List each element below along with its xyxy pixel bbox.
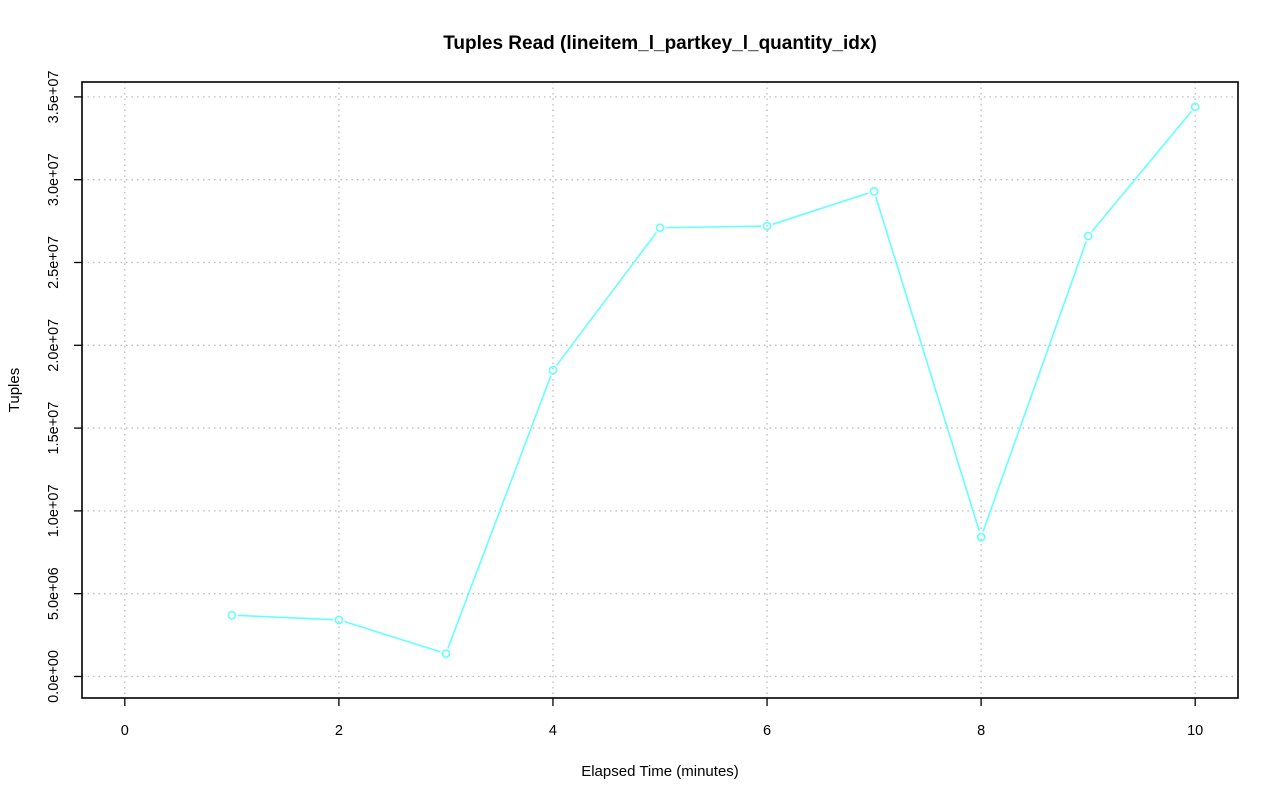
data-point [227, 610, 237, 620]
x-tick-label: 6 [763, 723, 771, 739]
x-tick-label: 2 [335, 723, 343, 739]
y-tick-label: 3.5e+07 [46, 70, 62, 123]
x-tick-label: 8 [977, 723, 985, 739]
y-tick-label: 2.5e+07 [46, 236, 62, 289]
series-line-segment [447, 375, 552, 649]
y-tick-label: 1.0e+07 [46, 484, 62, 537]
series-line-segment [1091, 111, 1192, 232]
x-tick-label: 0 [121, 723, 129, 739]
data-point [1083, 231, 1093, 241]
x-axis-label: Elapsed Time (minutes) [581, 763, 739, 780]
series-line-segment [982, 241, 1087, 532]
plot-frame [81, 81, 1239, 699]
data-point [441, 649, 451, 659]
y-tick-label: 3.0e+07 [46, 153, 62, 206]
y-tick-label: 0.0e+00 [46, 650, 62, 703]
y-axis-label: Tuples [6, 368, 23, 412]
data-point [762, 221, 772, 231]
axes: 0 2 4 6 8 10 0.0e+00 5.0e+06 1.0e+07 1.5e+07 2.0e+… [46, 70, 1203, 739]
data-point [548, 365, 558, 375]
x-tick-label: 10 [1187, 723, 1203, 739]
series-line-segment [556, 232, 657, 366]
series-line-segment [344, 620, 441, 653]
data-point [976, 532, 986, 542]
grid [82, 82, 1238, 698]
data-point [334, 615, 344, 625]
chart-title: Tuples Read (lineitem_l_partkey_l_quanti… [443, 33, 877, 54]
y-tick-label: 1.5e+07 [46, 402, 62, 455]
series-layer [227, 102, 1200, 659]
x-tick-label: 4 [549, 723, 557, 739]
y-tick-label: 5.0e+06 [46, 567, 62, 620]
series-line-segment [772, 192, 869, 225]
data-point [655, 223, 665, 233]
y-tick-label: 2.0e+07 [46, 319, 62, 372]
data-point [869, 186, 879, 196]
series-line-segment [875, 196, 980, 532]
data-point [1190, 102, 1200, 112]
series-line-segment [237, 614, 334, 621]
series-line-segment [665, 225, 762, 229]
